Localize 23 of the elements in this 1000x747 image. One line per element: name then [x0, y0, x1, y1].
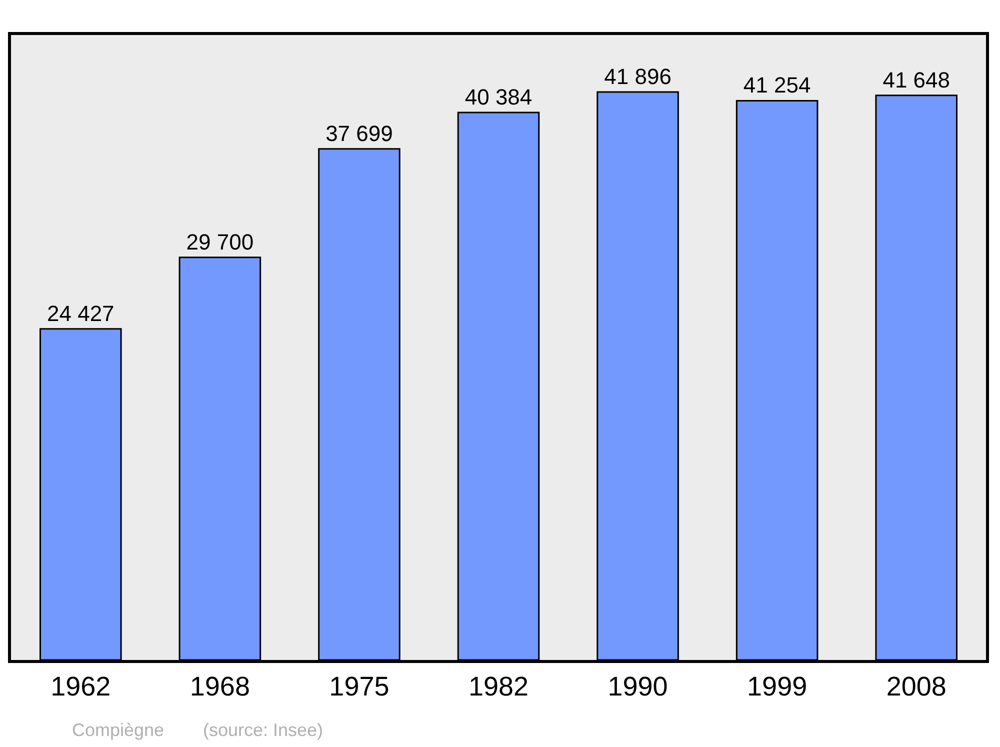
x-tick-label: 2008 [886, 671, 946, 702]
data-label: 40 384 [464, 84, 532, 110]
data-label: 41 254 [743, 72, 811, 98]
x-tick-label: 1975 [329, 671, 390, 702]
data-label: 41 648 [882, 67, 950, 92]
bar [596, 91, 679, 660]
x-tick-label: 1990 [608, 671, 668, 702]
x-tick-label: 1999 [747, 671, 808, 702]
data-label: 41 896 [604, 64, 672, 89]
x-tick-label: 1962 [50, 671, 111, 702]
bar [736, 100, 818, 660]
data-label: 29 700 [186, 229, 254, 254]
x-tick-label: 1982 [468, 671, 529, 702]
text: (source: Insee) [203, 720, 324, 740]
text: Compiègne [72, 720, 164, 740]
data-label: 37 699 [326, 120, 393, 146]
bar [178, 256, 262, 660]
data-label: 24 427 [46, 300, 114, 326]
bar [875, 94, 958, 660]
bar [318, 148, 400, 660]
bar [457, 112, 540, 660]
bar [40, 328, 122, 660]
x-tick-label: 1968 [190, 671, 250, 702]
